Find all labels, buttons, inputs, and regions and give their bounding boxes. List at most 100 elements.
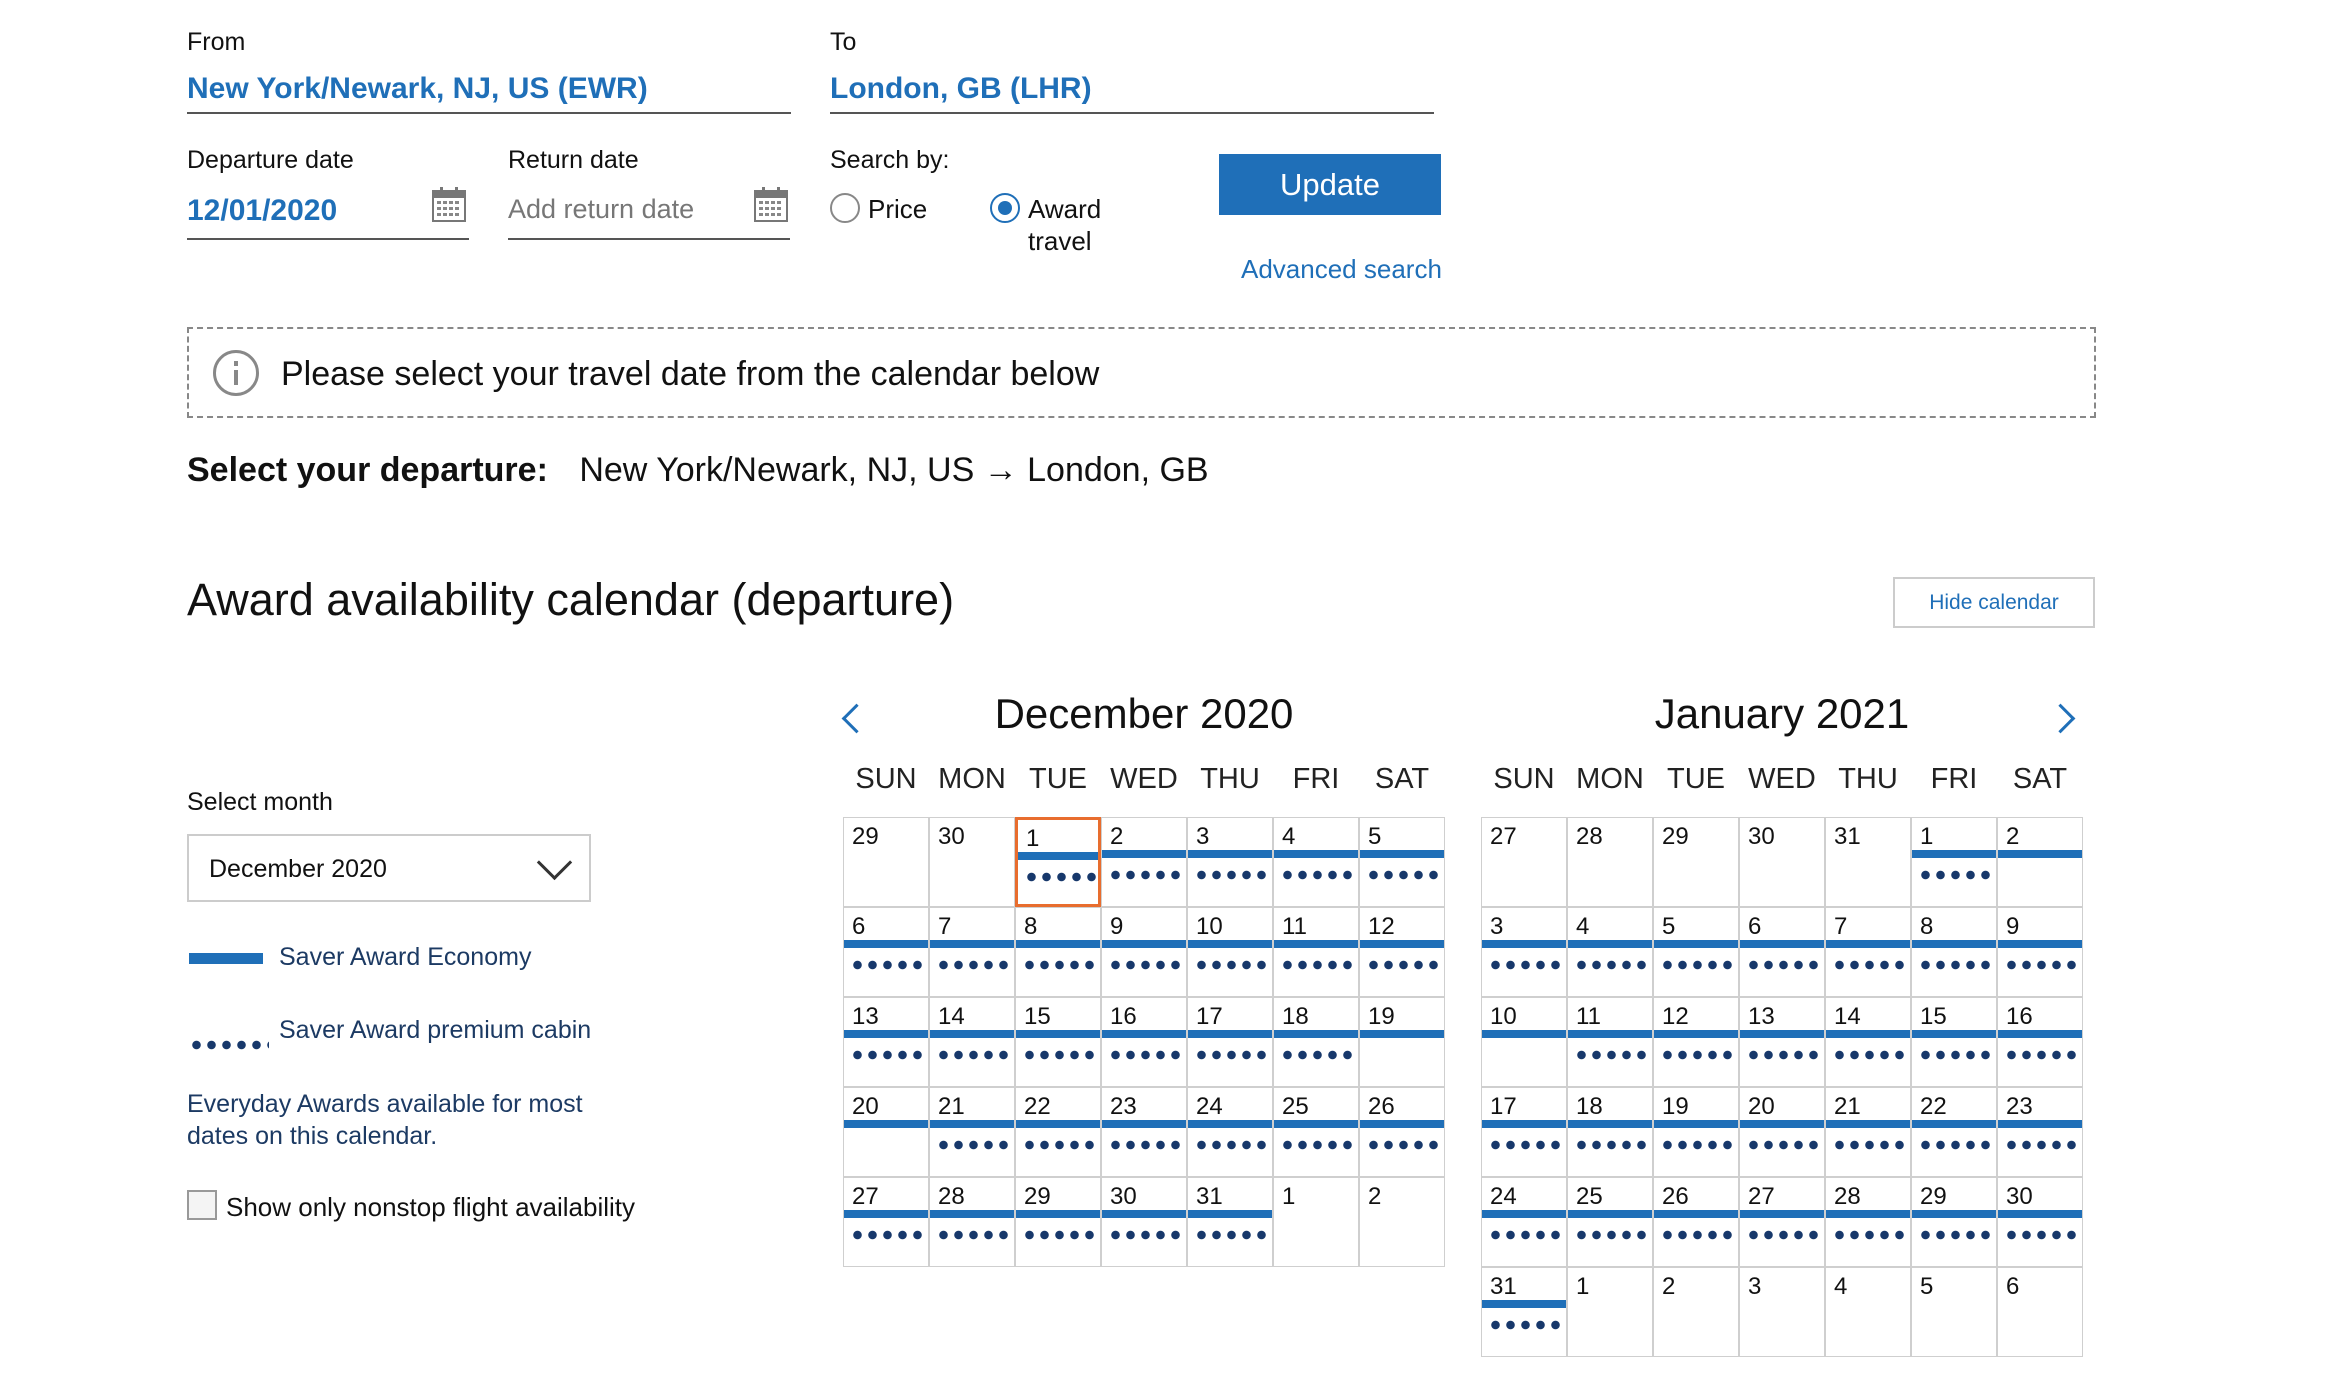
calendar-day[interactable]: 21 [1825,1087,1911,1177]
calendar-day[interactable]: 29 [843,817,929,907]
calendar-day[interactable]: 1 [1911,817,1997,907]
nonstop-label[interactable]: Show only nonstop flight availability [226,1192,636,1222]
calendar-day[interactable]: 30 [1739,817,1825,907]
calendar-day[interactable]: 4 [1825,1267,1911,1357]
calendar-day[interactable]: 20 [843,1087,929,1177]
calendar-day[interactable]: 17 [1481,1087,1567,1177]
calendar-day[interactable]: 6 [843,907,929,997]
month-select[interactable]: December 2020 [187,834,591,902]
award-travel-radio[interactable] [990,193,1020,223]
calendar-day[interactable]: 13 [1739,997,1825,1087]
calendar-day-selected[interactable]: 1 [1015,817,1102,907]
calendar-day[interactable]: 8 [1015,907,1101,997]
calendar-day[interactable]: 9 [1997,907,2083,997]
calendar-day[interactable]: 15 [1015,997,1101,1087]
calendar-day[interactable]: 25 [1273,1087,1359,1177]
calendar-day[interactable]: 19 [1653,1087,1739,1177]
calendar-day[interactable]: 3 [1739,1267,1825,1357]
award-radio-label-line1[interactable]: Award [1028,194,1102,224]
calendar-day[interactable]: 29 [1653,817,1739,907]
calendar-day[interactable]: 29 [1911,1177,1997,1267]
calendar-day[interactable]: 3 [1481,907,1567,997]
calendar-day[interactable]: 27 [1481,817,1567,907]
calendar-day[interactable]: 2 [1359,1177,1445,1267]
calendar-day[interactable]: 26 [1653,1177,1739,1267]
calendar-day[interactable]: 26 [1359,1087,1445,1177]
calendar-day[interactable]: 13 [843,997,929,1087]
price-radio-label[interactable]: Price [868,194,928,224]
calendar-day[interactable]: 27 [1739,1177,1825,1267]
calendar-day[interactable]: 11 [1567,997,1653,1087]
advanced-search-link[interactable]: Advanced search [1241,254,1442,284]
calendar-day[interactable]: 18 [1273,997,1359,1087]
calendar-day[interactable]: 30 [929,817,1015,907]
calendar-day[interactable]: 25 [1567,1177,1653,1267]
calendar-day[interactable]: 31 [1481,1267,1567,1357]
calendar-day[interactable]: 31 [1825,817,1911,907]
calendar-day[interactable]: 12 [1653,997,1739,1087]
to-input[interactable]: London, GB (LHR) [830,72,1092,105]
weekday-header: SUN [855,763,917,795]
saver-economy-bar [1568,1030,1652,1038]
calendar-day[interactable]: 27 [843,1177,929,1267]
calendar-day[interactable]: 7 [929,907,1015,997]
calendar-day[interactable]: 22 [1911,1087,1997,1177]
calendar-day[interactable]: 28 [1825,1177,1911,1267]
calendar-day[interactable]: 23 [1101,1087,1187,1177]
calendar-day[interactable]: 1 [1273,1177,1359,1267]
calendar-day[interactable]: 16 [1997,997,2083,1087]
saver-premium-dots [2004,1140,2082,1150]
calendar-day[interactable]: 16 [1101,997,1187,1087]
price-radio[interactable] [830,193,860,223]
calendar-day[interactable]: 22 [1015,1087,1101,1177]
calendar-day[interactable]: 4 [1273,817,1359,907]
calendar-day[interactable]: 31 [1187,1177,1273,1267]
nonstop-checkbox[interactable] [187,1190,217,1220]
calendar-day[interactable]: 15 [1911,997,1997,1087]
calendar-day[interactable]: 4 [1567,907,1653,997]
calendar-day[interactable]: 3 [1187,817,1273,907]
calendar-day[interactable]: 14 [1825,997,1911,1087]
from-input[interactable]: New York/Newark, NJ, US (EWR) [187,72,648,105]
calendar-day[interactable]: 12 [1359,907,1445,997]
calendar-day[interactable]: 2 [1101,817,1187,907]
calendar-day[interactable]: 19 [1359,997,1445,1087]
departure-date-input[interactable]: 12/01/2020 [187,194,338,227]
saver-premium-dots [2004,1230,2082,1240]
calendar-day[interactable]: 5 [1359,817,1445,907]
calendar-day[interactable]: 14 [929,997,1015,1087]
calendar-day[interactable]: 29 [1015,1177,1101,1267]
calendar-day[interactable]: 2 [1997,817,2083,907]
calendar-day[interactable]: 5 [1911,1267,1997,1357]
calendar-day[interactable]: 18 [1567,1087,1653,1177]
calendar-day[interactable]: 11 [1273,907,1359,997]
calendar-day[interactable]: 1 [1567,1267,1653,1357]
calendar-day[interactable]: 24 [1187,1087,1273,1177]
calendar-day[interactable]: 28 [1567,817,1653,907]
calendar-day[interactable]: 10 [1187,907,1273,997]
calendar-day[interactable]: 30 [1101,1177,1187,1267]
calendar-day[interactable]: 8 [1911,907,1997,997]
calendar-icon[interactable] [432,186,466,222]
update-button[interactable]: Update [1219,154,1441,215]
calendar-day[interactable]: 2 [1653,1267,1739,1357]
calendar-day[interactable]: 24 [1481,1177,1567,1267]
calendar-day[interactable]: 5 [1653,907,1739,997]
return-date-input[interactable]: Add return date [508,194,695,224]
calendar-day[interactable]: 21 [929,1087,1015,1177]
calendar-day[interactable]: 6 [1997,1267,2083,1357]
calendar-day[interactable]: 9 [1101,907,1187,997]
calendar-day[interactable]: 10 [1481,997,1567,1087]
calendar-day[interactable]: 20 [1739,1087,1825,1177]
hide-calendar-button[interactable]: Hide calendar [1893,577,2095,628]
calendar-day[interactable]: 7 [1825,907,1911,997]
calendar-day[interactable]: 17 [1187,997,1273,1087]
calendar-day[interactable]: 6 [1739,907,1825,997]
day-number: 23 [2006,1093,2033,1120]
calendar-day[interactable]: 28 [929,1177,1015,1267]
saver-premium-dots [1488,1140,1566,1150]
award-radio-label-line2[interactable]: travel [1028,226,1092,256]
calendar-day[interactable]: 23 [1997,1087,2083,1177]
calendar-day[interactable]: 30 [1997,1177,2083,1267]
calendar-icon[interactable] [754,186,788,222]
